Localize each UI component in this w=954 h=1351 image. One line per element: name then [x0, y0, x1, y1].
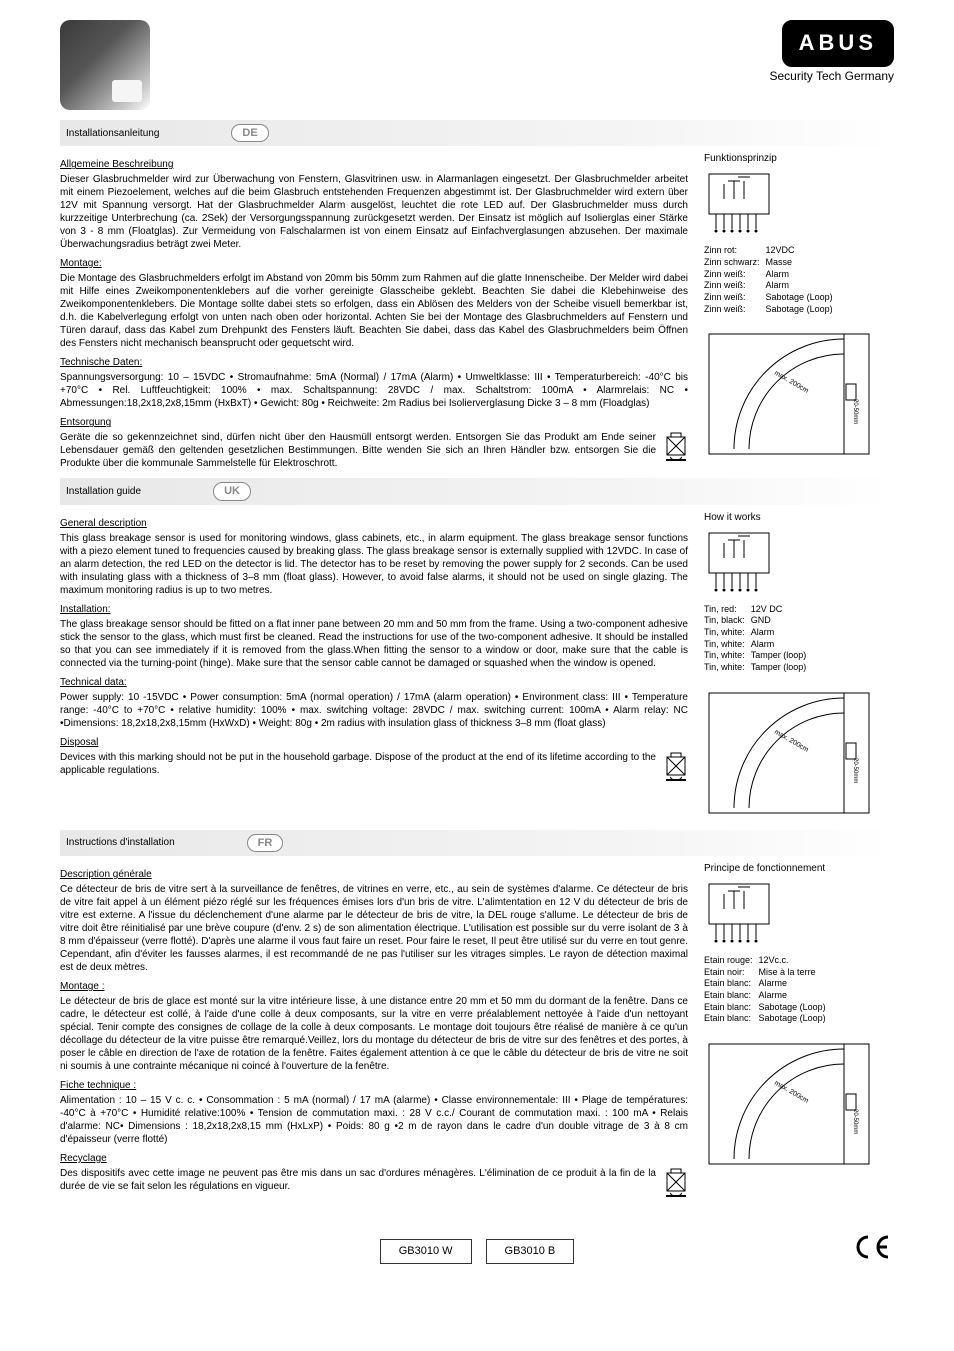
heading-general-de: Allgemeine Beschreibung [60, 158, 688, 171]
model-b: GB3010 B [486, 1239, 575, 1263]
para-general-de: Dieser Glasbruchmelder wird zur Überwach… [60, 173, 688, 251]
radius-diagram: max. 200cm 20-50mm [704, 688, 874, 818]
brand-logo: ABUS Security Tech Germany [770, 20, 895, 84]
gap-label: 20-50mm [852, 399, 858, 424]
text-column-fr: Description générale Ce détecteur de bri… [60, 862, 688, 1197]
radius-label: max. 200cm [773, 728, 810, 753]
gap-label: 20-50mm [852, 1109, 858, 1134]
section-bar-de: Installationsanleitung DE [60, 120, 894, 146]
wire-row: Zinn weiß:Sabotage (Loop) [704, 292, 839, 304]
page-footer: GB3010 W GB3010 B [60, 1233, 894, 1270]
wire-row: Zinn weiß:Alarm [704, 269, 839, 281]
para-mount-uk: The glass breakage sensor should be fitt… [60, 618, 688, 670]
wire-row: Etain rouge:12Vc.c. [704, 955, 832, 967]
circuit-diagram [704, 879, 774, 949]
guide-label-de: Installationsanleitung [66, 127, 159, 140]
heading-mount-uk: Installation: [60, 603, 688, 616]
heading-general-fr: Description générale [60, 868, 688, 881]
product-photo [60, 20, 150, 110]
section-bar-uk: Installation guide UK [60, 478, 894, 504]
radius-label: max. 200cm [773, 370, 810, 395]
brand-subtitle: Security Tech Germany [770, 69, 895, 85]
radius-diagram: max. 200cm 20-50mm [704, 1039, 874, 1169]
radius-label: max. 200cm [773, 1080, 810, 1105]
heading-mount-fr: Montage : [60, 980, 688, 993]
disposal-row-fr: Des dispositifs avec cette image ne peuv… [60, 1167, 688, 1193]
heading-disposal-uk: Disposal [60, 736, 688, 749]
circuit-diagram [704, 528, 774, 598]
weee-icon [664, 1167, 688, 1197]
para-disposal-de: Geräte die so gekennzeichnet sind, dürfe… [60, 431, 688, 470]
page-header: ABUS Security Tech Germany [60, 20, 894, 110]
wire-row: Tin, white:Tamper (loop) [704, 662, 812, 674]
text-column-uk: General description This glass breakage … [60, 511, 688, 822]
wire-row: Etain blanc:Alarme [704, 990, 832, 1002]
side-column-de: Funktionsprinzip Zinn rot:12VDC Zinn sch… [704, 152, 894, 470]
wire-row: Zinn weiß:Alarm [704, 280, 839, 292]
model-a: GB3010 W [380, 1239, 472, 1263]
circuit-diagram [704, 169, 774, 239]
weee-icon [664, 751, 688, 781]
section-bar-fr: Instructions d'installation FR [60, 830, 894, 856]
para-mount-fr: Le détecteur de bris de glace est monté … [60, 995, 688, 1073]
para-general-uk: This glass breakage sensor is used for m… [60, 532, 688, 597]
wire-row: Etain blanc:Sabotage (Loop) [704, 1013, 832, 1025]
para-tech-de: Spannungsversorgung: 10 – 15VDC • Stroma… [60, 371, 688, 410]
lang-badge-uk: UK [213, 482, 251, 500]
heading-general-uk: General description [60, 517, 688, 530]
para-mount-de: Die Montage des Glasbruchmelders erfolgt… [60, 272, 688, 350]
func-title-uk: How it works [704, 511, 894, 524]
heading-tech-uk: Technical data: [60, 676, 688, 689]
heading-disposal-de: Entsorgung [60, 416, 688, 429]
radius-diagram: max. 200cm 20-50mm [704, 329, 874, 459]
ce-mark [854, 1233, 894, 1270]
wire-row: Tin, white:Alarm [704, 627, 812, 639]
side-column-fr: Principe de fonctionnement Etain rouge:1… [704, 862, 894, 1197]
gap-label: 20-50mm [852, 758, 858, 783]
side-column-uk: How it works Tin, red:12V DC Tin, black:… [704, 511, 894, 822]
para-disposal-fr: Des dispositifs avec cette image ne peuv… [60, 1167, 688, 1193]
lang-badge-de: DE [231, 124, 268, 142]
disposal-row-de: Geräte die so gekennzeichnet sind, dürfe… [60, 431, 688, 470]
wire-row: Zinn schwarz:Masse [704, 257, 839, 269]
lang-badge-fr: FR [247, 834, 284, 852]
wire-row: Tin, white:Tamper (loop) [704, 650, 812, 662]
heading-mount-de: Montage: [60, 257, 688, 270]
wire-table-de: Zinn rot:12VDC Zinn schwarz:Masse Zinn w… [704, 245, 839, 315]
lang-block-fr: Description générale Ce détecteur de bri… [60, 862, 894, 1197]
wire-row: Zinn weiß:Sabotage (Loop) [704, 304, 839, 316]
heading-disposal-fr: Recyclage [60, 1152, 688, 1165]
guide-label-fr: Instructions d'installation [66, 836, 175, 849]
text-column-de: Allgemeine Beschreibung Dieser Glasbruch… [60, 152, 688, 470]
wire-row: Tin, white:Alarm [704, 639, 812, 651]
wire-table-uk: Tin, red:12V DC Tin, black:GND Tin, whit… [704, 604, 812, 674]
wire-row: Etain blanc:Alarme [704, 978, 832, 990]
lang-block-de: Allgemeine Beschreibung Dieser Glasbruch… [60, 152, 894, 470]
wire-row: Etain noir:Mise à la terre [704, 967, 832, 979]
wire-row: Zinn rot:12VDC [704, 245, 839, 257]
weee-icon [664, 431, 688, 461]
para-general-fr: Ce détecteur de bris de vitre sert à la … [60, 883, 688, 974]
wire-table-fr: Etain rouge:12Vc.c. Etain noir:Mise à la… [704, 955, 832, 1025]
wire-row: Tin, red:12V DC [704, 604, 812, 616]
func-title-fr: Principe de fonctionnement [704, 862, 894, 875]
heading-tech-fr: Fiche technique : [60, 1079, 688, 1092]
model-buttons: GB3010 W GB3010 B [380, 1239, 575, 1263]
para-tech-uk: Power supply: 10 -15VDC • Power consumpt… [60, 691, 688, 730]
guide-label-uk: Installation guide [66, 485, 141, 498]
para-disposal-uk: Devices with this marking should not be … [60, 751, 688, 777]
lang-block-uk: General description This glass breakage … [60, 511, 894, 822]
brand-name: ABUS [782, 20, 894, 67]
func-title-de: Funktionsprinzip [704, 152, 894, 165]
disposal-row-uk: Devices with this marking should not be … [60, 751, 688, 777]
heading-tech-de: Technische Daten: [60, 356, 688, 369]
wire-row: Tin, black:GND [704, 615, 812, 627]
para-tech-fr: Alimentation : 10 – 15 V c. c. • Consomm… [60, 1094, 688, 1146]
wire-row: Etain blanc:Sabotage (Loop) [704, 1002, 832, 1014]
